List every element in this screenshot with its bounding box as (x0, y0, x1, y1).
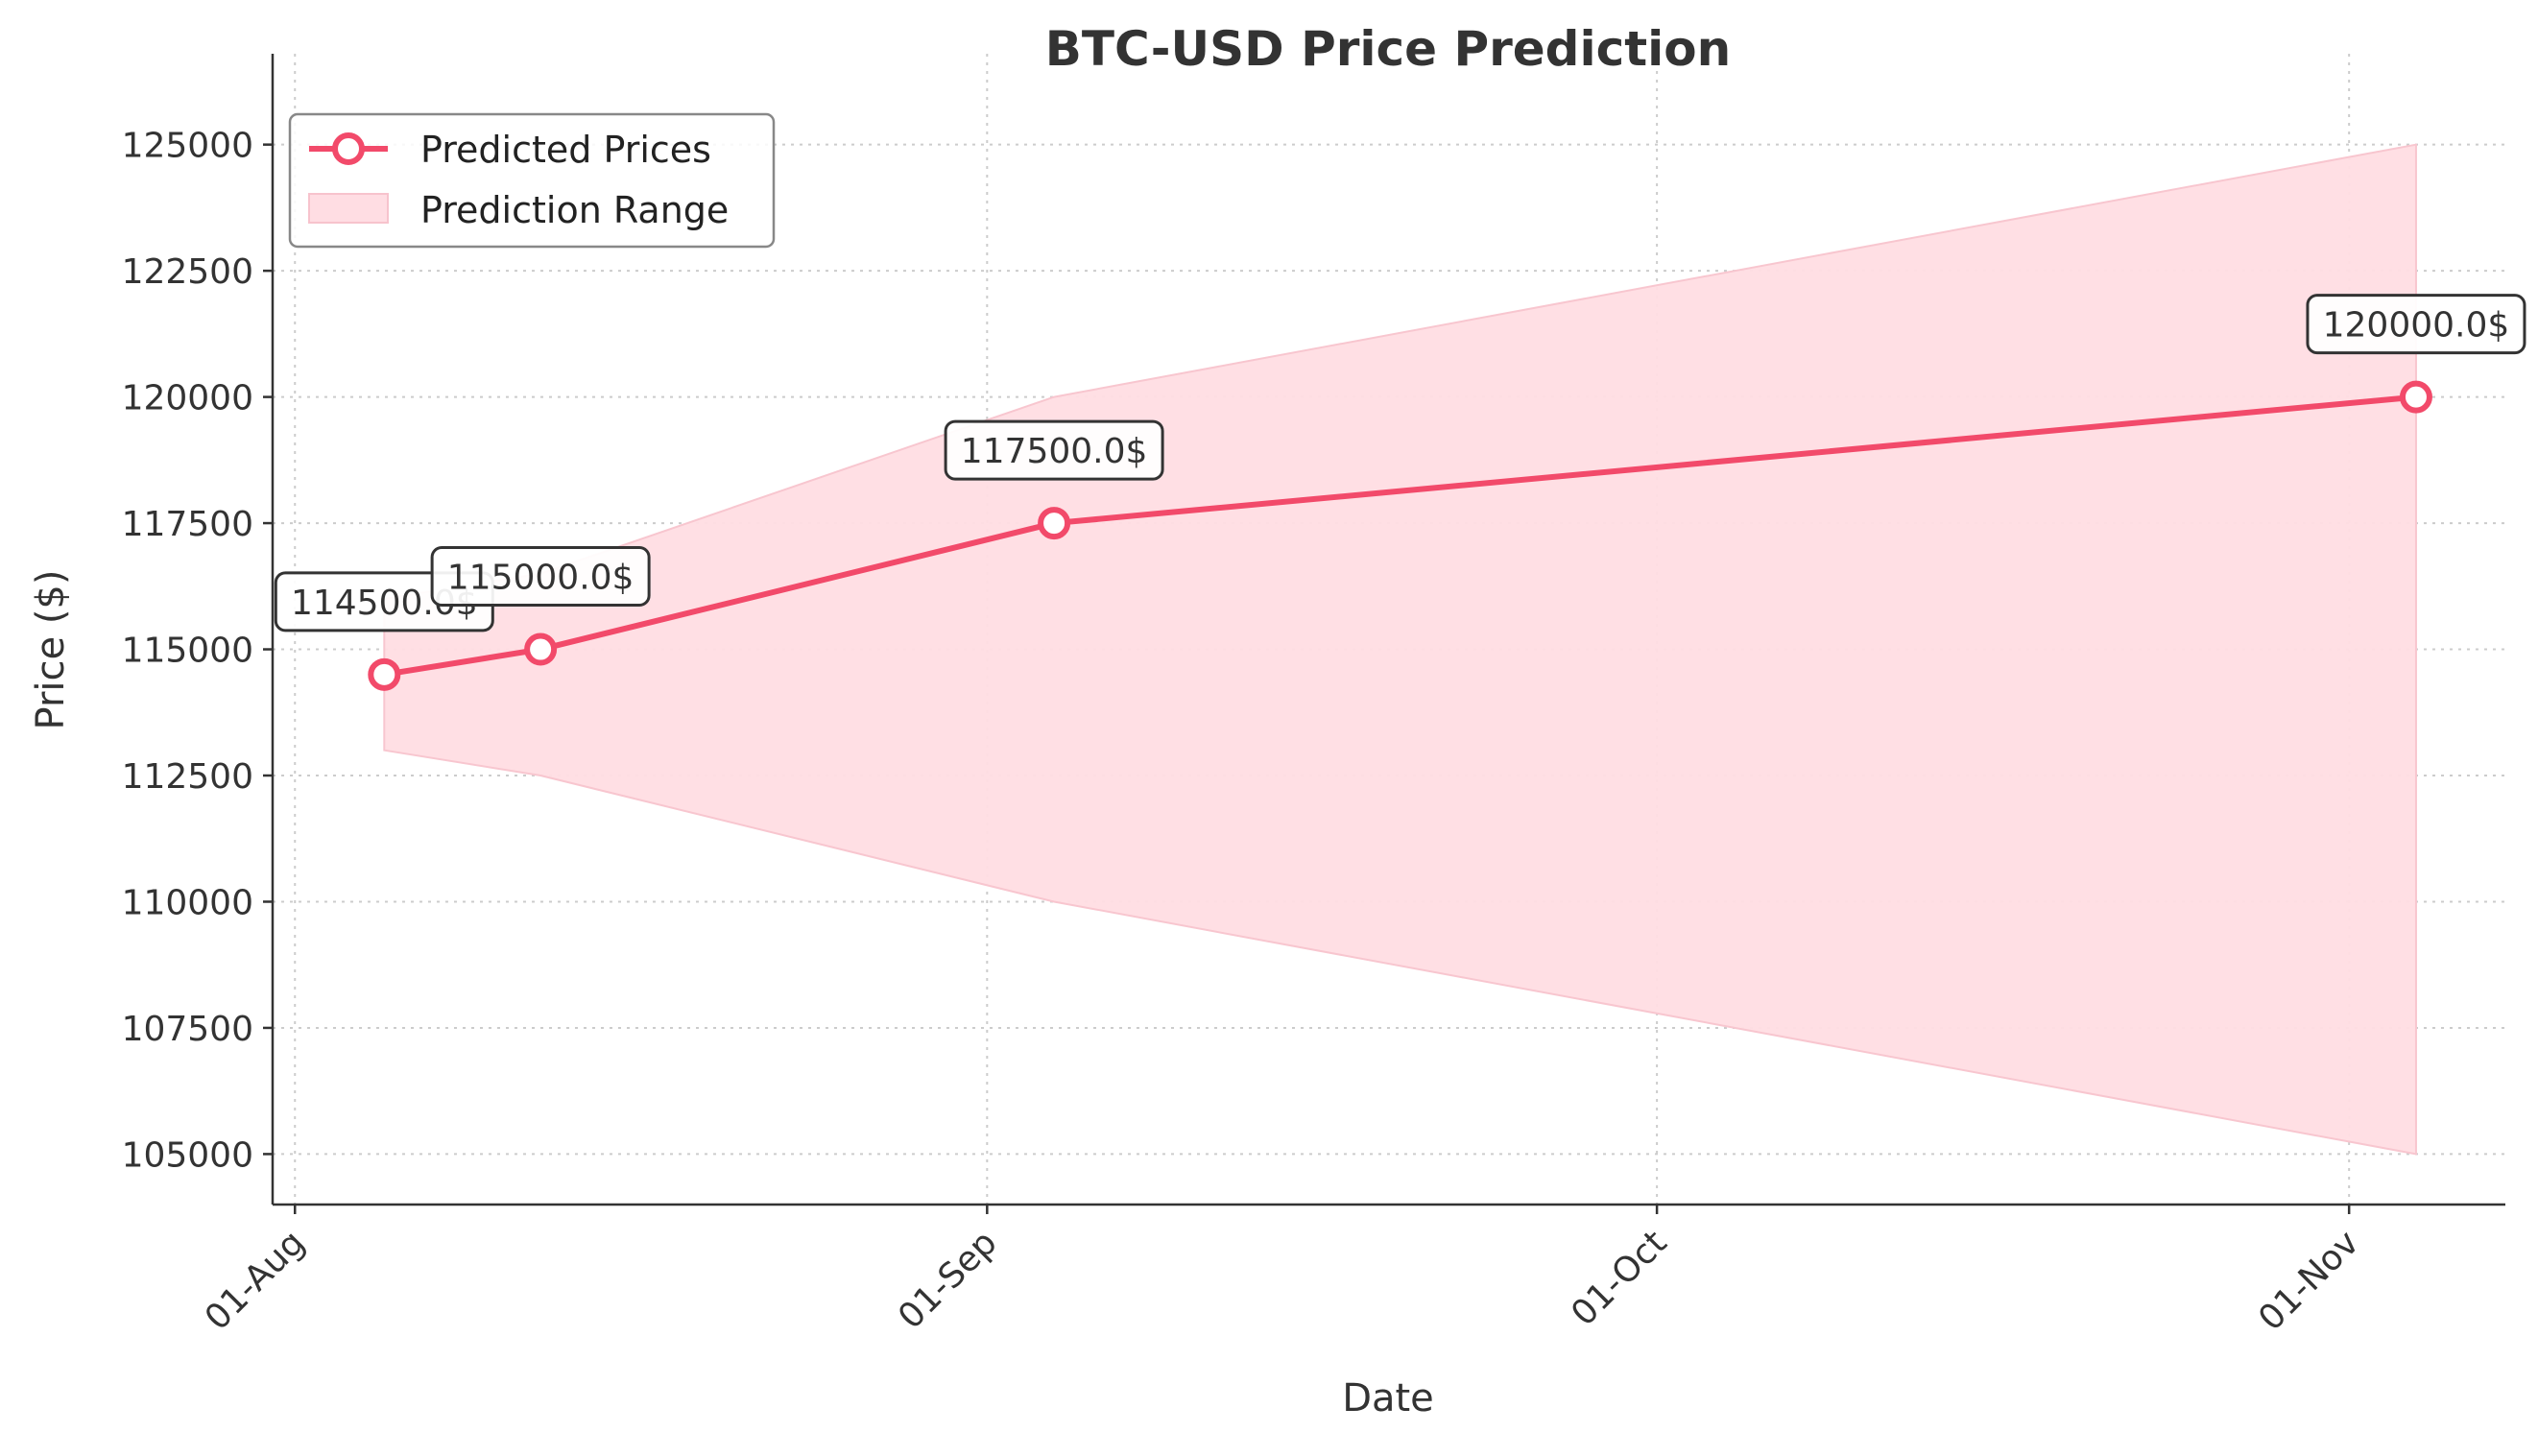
data-label-box (2306, 294, 2526, 355)
x-tick-label: 01-Sep (891, 1223, 1005, 1337)
y-tick-label: 125000 (122, 127, 253, 166)
legend-band-swatch (308, 193, 389, 224)
y-tick-label: 120000 (122, 379, 253, 418)
legend-frame (288, 112, 776, 249)
y-tick-label: 122500 (122, 252, 253, 292)
chart-title: BTC-USD Price Prediction (1045, 21, 1732, 77)
y-tick-label: 117500 (122, 505, 253, 544)
data-label: 120000.0$ (2323, 306, 2510, 346)
x-tick-label: 01-Oct (1564, 1223, 1674, 1333)
data-label: 115000.0$ (447, 559, 634, 598)
y-tick-label: 107500 (122, 1010, 253, 1049)
predicted-price-series (368, 380, 2432, 691)
x-tick-label: 01-Aug (198, 1223, 313, 1338)
predicted-price-point (2399, 380, 2432, 414)
legend-label-prediction-range: Prediction Range (420, 189, 729, 231)
y-axis-label: Price ($) (29, 570, 73, 730)
legend: Predicted Prices Prediction Range (288, 112, 776, 249)
predicted-price-point (1038, 507, 1071, 540)
x-axis-label: Date (1342, 1376, 1434, 1420)
predicted-price-point (524, 633, 558, 666)
predicted-price-line (383, 394, 2417, 678)
prediction-range-area (383, 143, 2417, 1156)
y-tick-label: 105000 (122, 1135, 253, 1175)
data-label-box (944, 419, 1164, 481)
data-labels: 114500.0$115000.0$117500.0$120000.0$ (274, 294, 2526, 633)
data-label: 117500.0$ (961, 432, 1148, 471)
prediction-range-band (383, 143, 2417, 1156)
y-tick-label: 110000 (122, 883, 253, 922)
data-label-box (430, 546, 651, 608)
y-tick-label: 115000 (122, 632, 253, 671)
legend-label-predicted-prices: Predicted Prices (420, 129, 711, 171)
y-tick-label: 112500 (122, 757, 253, 797)
predicted-price-point (368, 657, 401, 691)
legend-marker-swatch (332, 132, 365, 165)
x-tick-label: 01-Nov (2251, 1223, 2366, 1338)
